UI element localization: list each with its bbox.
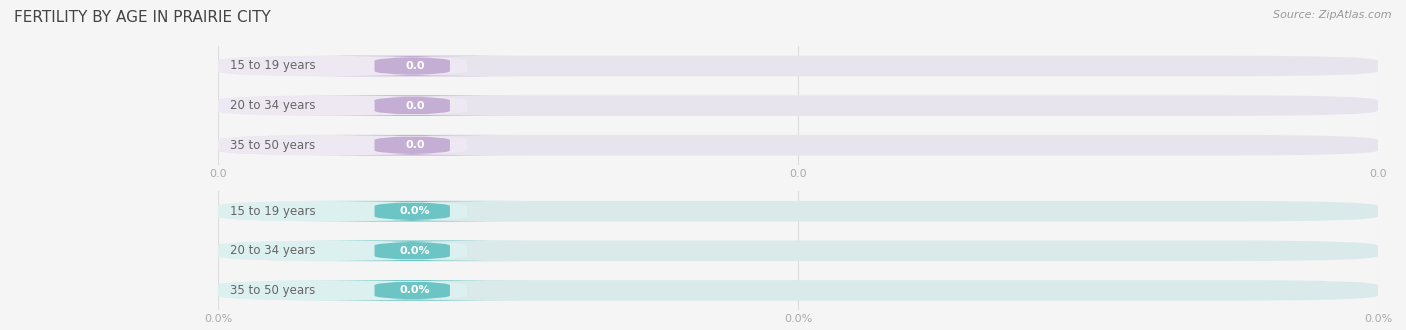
Text: 35 to 50 years: 35 to 50 years xyxy=(229,284,315,297)
FancyBboxPatch shape xyxy=(218,201,1378,221)
Text: 20 to 34 years: 20 to 34 years xyxy=(229,244,315,257)
FancyBboxPatch shape xyxy=(218,135,467,155)
Text: 0.0: 0.0 xyxy=(405,140,425,150)
FancyBboxPatch shape xyxy=(218,241,1378,261)
Text: 15 to 19 years: 15 to 19 years xyxy=(229,59,315,73)
FancyBboxPatch shape xyxy=(218,95,1378,116)
FancyBboxPatch shape xyxy=(299,95,526,116)
FancyBboxPatch shape xyxy=(218,280,467,301)
FancyBboxPatch shape xyxy=(218,56,1378,76)
Text: Source: ZipAtlas.com: Source: ZipAtlas.com xyxy=(1274,10,1392,20)
Text: 0.0%: 0.0% xyxy=(399,206,430,216)
Text: 0.0%: 0.0% xyxy=(399,246,430,256)
FancyBboxPatch shape xyxy=(218,241,467,261)
Text: 0.0: 0.0 xyxy=(405,101,425,111)
Text: FERTILITY BY AGE IN PRAIRIE CITY: FERTILITY BY AGE IN PRAIRIE CITY xyxy=(14,10,271,25)
Text: 0.0: 0.0 xyxy=(405,61,425,71)
FancyBboxPatch shape xyxy=(218,201,467,221)
FancyBboxPatch shape xyxy=(299,201,526,221)
FancyBboxPatch shape xyxy=(218,280,1378,301)
FancyBboxPatch shape xyxy=(299,56,526,76)
Text: 20 to 34 years: 20 to 34 years xyxy=(229,99,315,112)
FancyBboxPatch shape xyxy=(218,56,467,76)
FancyBboxPatch shape xyxy=(218,95,467,116)
FancyBboxPatch shape xyxy=(299,135,526,155)
FancyBboxPatch shape xyxy=(299,280,526,301)
FancyBboxPatch shape xyxy=(218,135,1378,155)
Text: 15 to 19 years: 15 to 19 years xyxy=(229,205,315,218)
FancyBboxPatch shape xyxy=(299,241,526,261)
Text: 0.0%: 0.0% xyxy=(399,285,430,295)
Text: 35 to 50 years: 35 to 50 years xyxy=(229,139,315,152)
